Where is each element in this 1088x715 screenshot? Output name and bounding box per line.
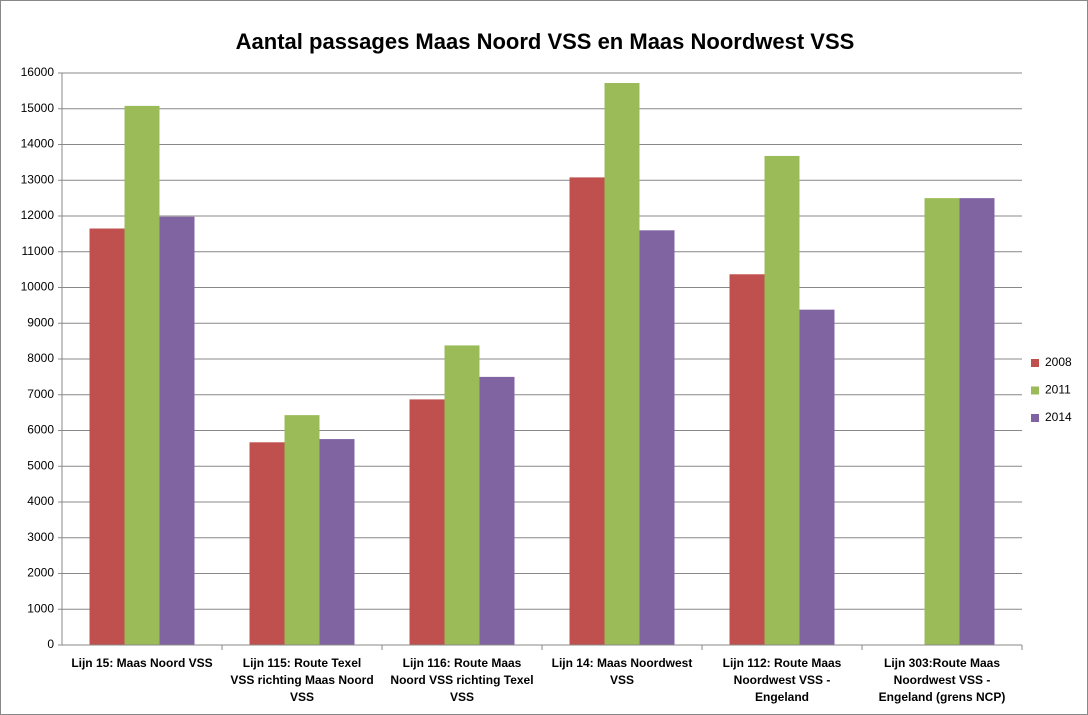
y-tick-label: 16000 bbox=[21, 65, 55, 79]
bar bbox=[409, 399, 445, 645]
y-tick-label: 15000 bbox=[21, 101, 55, 115]
y-tick-label: 6000 bbox=[27, 423, 54, 437]
x-tick-label: Lijn 116: Route Maas Noord VSS richting … bbox=[390, 656, 534, 704]
y-tick-label: 4000 bbox=[27, 494, 54, 508]
y-tick-label: 0 bbox=[47, 637, 54, 651]
x-tick-label: Lijn 115: Route Texel VSS richting Maas … bbox=[230, 656, 374, 704]
legend-swatch bbox=[1031, 386, 1039, 395]
x-tick-label: Lijn 112: Route Maas Noordwest VSS - Eng… bbox=[722, 656, 842, 704]
bar bbox=[159, 216, 195, 645]
bar bbox=[479, 376, 515, 645]
x-tick-label: Lijn 15: Maas Noord VSS bbox=[71, 656, 213, 670]
bar bbox=[284, 415, 320, 645]
bar bbox=[604, 83, 640, 645]
y-tick-label: 12000 bbox=[21, 208, 55, 222]
bar bbox=[319, 439, 355, 645]
y-tick-label: 14000 bbox=[21, 137, 55, 151]
legend-label: 2008 bbox=[1045, 355, 1072, 369]
bar bbox=[924, 198, 960, 645]
legend-label: 2011 bbox=[1045, 383, 1071, 397]
y-tick-label: 2000 bbox=[27, 566, 54, 580]
x-tick-label: Lijn 14: Maas Noordwest VSS bbox=[551, 656, 693, 687]
legend-swatch bbox=[1031, 414, 1039, 422]
y-tick-label: 11000 bbox=[22, 244, 55, 258]
y-tick-label: 1000 bbox=[27, 601, 54, 615]
bar bbox=[569, 177, 605, 645]
y-tick-label: 8000 bbox=[27, 351, 54, 365]
bar bbox=[249, 442, 285, 645]
y-tick-label: 13000 bbox=[21, 172, 55, 186]
legend-label: 2014 bbox=[1045, 410, 1072, 424]
y-tick-label: 3000 bbox=[27, 530, 54, 544]
bar bbox=[89, 228, 125, 645]
y-tick-label: 10000 bbox=[21, 280, 55, 294]
bar bbox=[639, 230, 675, 646]
legend-swatch bbox=[1031, 359, 1039, 367]
y-tick-label: 9000 bbox=[27, 315, 54, 329]
bar bbox=[959, 198, 995, 645]
y-tick-label: 5000 bbox=[27, 458, 54, 472]
bar bbox=[799, 309, 835, 645]
bar bbox=[764, 155, 800, 645]
bar bbox=[124, 105, 160, 645]
bar bbox=[444, 345, 480, 645]
y-tick-label: 7000 bbox=[27, 387, 54, 401]
x-tick-label: Lijn 303:Route Maas Noordwest VSS - Enge… bbox=[878, 656, 1006, 704]
bar bbox=[729, 274, 765, 645]
chart-title: Aantal passages Maas Noord VSS en Maas N… bbox=[236, 29, 855, 54]
